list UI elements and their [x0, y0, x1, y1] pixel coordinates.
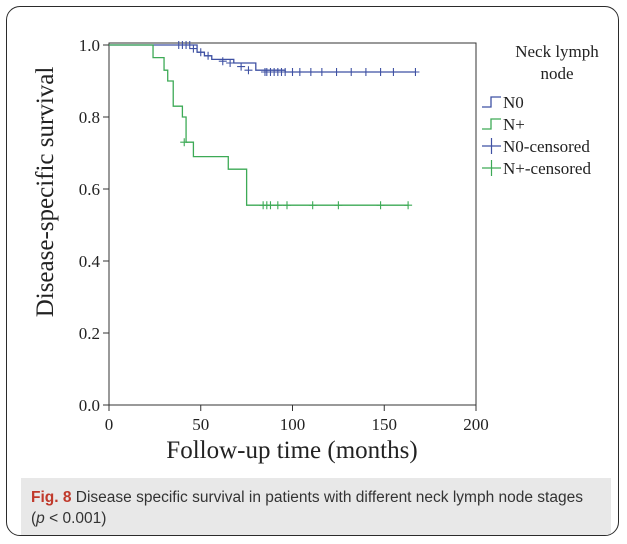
censor-mark: [218, 57, 227, 66]
survival-curve: [109, 44, 416, 73]
censor-mark: [361, 68, 370, 76]
legend-title: Neck lymph node: [515, 42, 599, 83]
censor-mark: [244, 66, 253, 75]
plot-border: [108, 42, 477, 406]
survival-chart: 0.0 0.2 0.4 0.6 0.8 1.0 0 50 100 150 200 Neck lymp…: [32, 36, 599, 464]
legend-item: N+-censored: [482, 159, 591, 178]
series-n0: [109, 41, 420, 76]
legend-swatch: [482, 138, 501, 154]
censor-mark: [317, 68, 326, 76]
censor-mark: [295, 68, 304, 76]
survival-curve: [109, 44, 409, 206]
censor-mark: [332, 68, 341, 76]
censor-mark: [266, 201, 275, 210]
figure-caption: Fig. 8 Disease specific survival in pati…: [21, 478, 611, 535]
y-tick-label: 0.0: [79, 396, 100, 415]
legend-title-line: node: [540, 64, 573, 83]
caption-figure-label: Fig. 8: [31, 489, 72, 506]
chart-axes: 0.0 0.2 0.4 0.6 0.8 1.0 0 50 100 150 200: [79, 36, 489, 434]
x-tick-label: 100: [280, 415, 306, 434]
censor-mark: [204, 51, 213, 60]
censor-mark: [376, 68, 385, 76]
x-tick-label: 200: [463, 415, 489, 434]
censor-mark: [226, 59, 235, 67]
x-tick-label: 150: [372, 415, 398, 434]
series-layer: [109, 41, 420, 210]
censor-mark: [237, 62, 246, 71]
legend-item: N0: [482, 93, 524, 112]
censor-mark: [347, 68, 356, 76]
censor-mark: [389, 68, 398, 76]
legend-label: N+: [503, 115, 525, 134]
y-tick-label: 0.4: [79, 252, 101, 271]
legend-swatch: [482, 160, 501, 176]
censor-mark: [306, 68, 315, 76]
series-nplus: [109, 44, 413, 210]
censor-mark: [196, 48, 205, 57]
legend: Neck lymph node N0 N+ N0-censored N+-censored: [482, 42, 599, 178]
x-tick-label: 0: [105, 415, 114, 434]
censor-mark: [334, 201, 343, 210]
legend-swatch: [482, 118, 501, 130]
legend-swatch: [482, 96, 501, 108]
censor-mark: [376, 201, 385, 210]
legend-label: N+-censored: [503, 159, 591, 178]
y-axis-label: Disease-specific survival: [32, 67, 59, 318]
censor-mark: [411, 68, 420, 76]
caption-p-value: < 0.001): [44, 510, 107, 527]
y-tick-label: 0.2: [79, 324, 100, 343]
legend-title-line: Neck lymph: [515, 42, 599, 61]
censor-mark: [308, 201, 317, 210]
legend-item: N+: [482, 115, 525, 134]
caption-p-symbol: p: [36, 510, 45, 527]
y-tick-label: 0.6: [79, 180, 100, 199]
censor-mark: [180, 138, 189, 147]
censor-mark: [273, 201, 282, 210]
legend-item: N0-censored: [482, 137, 590, 156]
y-tick-label: 1.0: [79, 36, 100, 55]
censor-mark: [282, 201, 291, 210]
censor-mark: [404, 201, 413, 210]
censor-mark: [288, 68, 297, 76]
censor-mark: [185, 41, 194, 49]
caption-text: Disease specific survival in patients wi…: [31, 489, 583, 527]
y-tick-label: 0.8: [79, 108, 100, 127]
legend-label: N0: [503, 93, 524, 112]
x-axis-label: Follow-up time (months): [166, 437, 417, 464]
legend-label: N0-censored: [503, 137, 590, 156]
figure-frame: 0.0 0.2 0.4 0.6 0.8 1.0 0 50 100 150 200 Neck lymp…: [6, 6, 619, 536]
censor-mark: [189, 44, 198, 53]
censor-mark: [281, 68, 290, 76]
x-tick-label: 50: [192, 415, 209, 434]
